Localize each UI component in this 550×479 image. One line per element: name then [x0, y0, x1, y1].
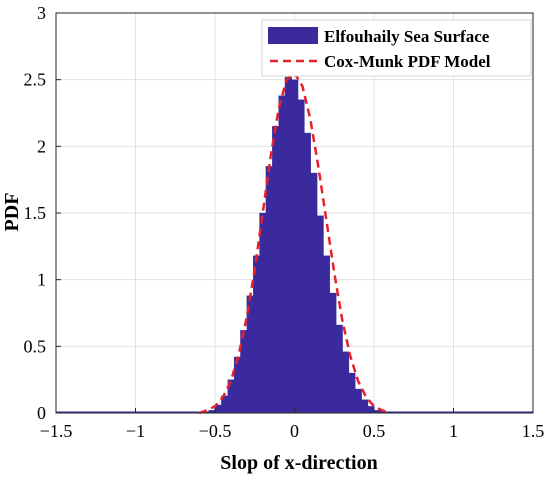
y-tick-label: 1: [37, 270, 46, 290]
y-tick-label: 1.5: [24, 203, 47, 223]
x-axis-label: Slop of x-direction: [220, 452, 377, 474]
histogram-bar: [303, 132, 311, 414]
x-tick-label: 0.5: [363, 421, 386, 441]
y-tick-label: 2.5: [24, 70, 47, 90]
histogram-bar: [335, 324, 343, 414]
histogram-bar: [284, 76, 292, 414]
histogram-bar: [265, 166, 273, 414]
x-tick-label: 0: [290, 421, 299, 441]
x-tick-label: −1: [126, 421, 145, 441]
legend-swatch-elfouhaily: [268, 27, 318, 44]
y-tick-label: 3: [37, 3, 46, 23]
axis-ticks: −1.5 −1 −0.5 0 0.5 1 1.5 0 0.5 1 1.5 2 2.5 3: [24, 3, 545, 441]
histogram-bar: [291, 79, 299, 414]
histogram-bar: [310, 172, 318, 414]
y-axis-label: PDF: [1, 193, 23, 232]
histogram-bar: [233, 356, 241, 414]
histogram-bar: [316, 215, 324, 414]
legend-label-elfouhaily: Elfouhaily Sea Surface: [324, 27, 490, 46]
y-tick-label: 0: [37, 403, 46, 423]
legend: Elfouhaily Sea Surface Cox-Munk PDF Mode…: [261, 19, 532, 77]
x-tick-label: 1.5: [522, 421, 545, 441]
legend-label-cox-munk: Cox-Munk PDF Model: [324, 52, 491, 71]
histogram-bars: [56, 76, 533, 414]
histogram-bar: [259, 212, 267, 414]
histogram-bar: [253, 255, 261, 414]
histogram-bar: [272, 126, 280, 414]
x-tick-label: −1.5: [40, 421, 73, 441]
y-tick-label: 2: [37, 136, 46, 156]
histogram-bar: [329, 292, 337, 414]
histogram-bar: [297, 99, 305, 414]
histogram-bar: [240, 330, 248, 414]
histogram-bar: [348, 372, 356, 414]
histogram-bar: [361, 399, 369, 414]
histogram-bar: [354, 388, 362, 414]
histogram-bar: [342, 351, 350, 414]
histogram-bar: [278, 95, 286, 414]
x-tick-label: 1: [449, 421, 458, 441]
histogram-bar: [322, 255, 331, 414]
y-tick-label: 0.5: [24, 336, 47, 356]
x-tick-label: −0.5: [199, 421, 232, 441]
